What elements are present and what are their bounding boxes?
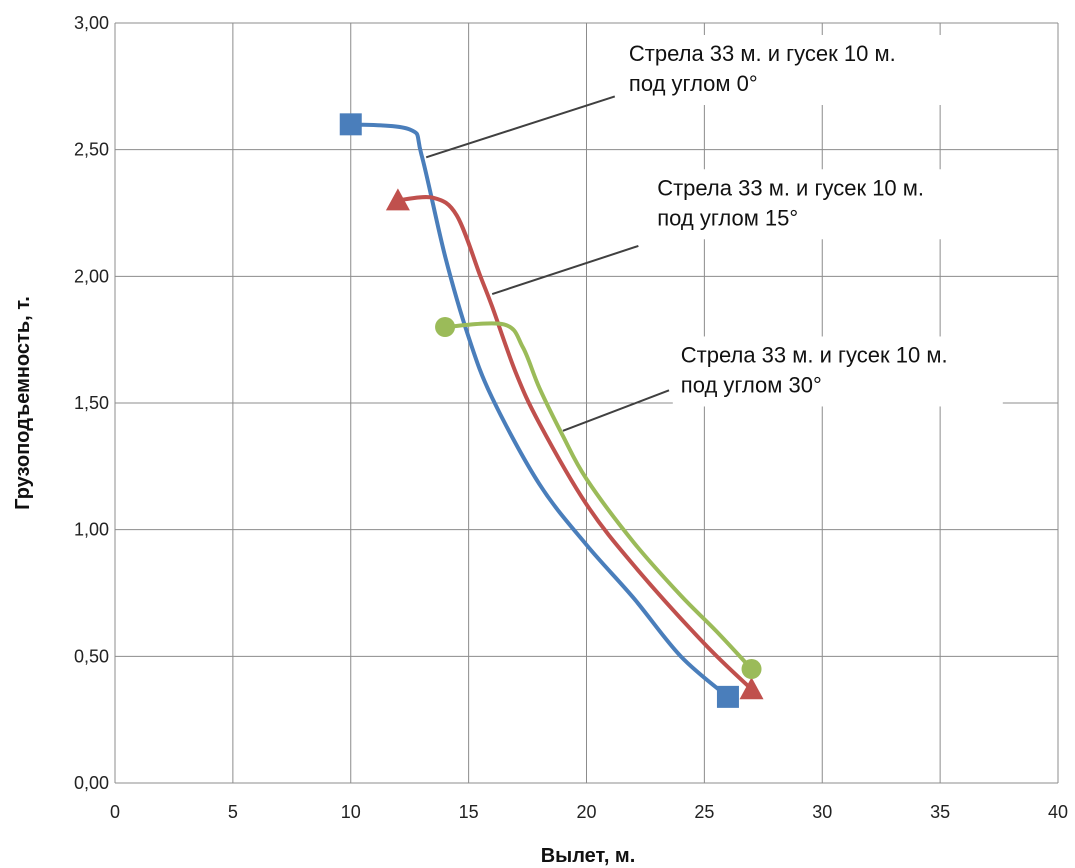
y-tick-labels: 0,00 0,50 1,00 1,50 2,00 2,50 3,00	[74, 13, 109, 793]
series-1-end-marker	[739, 677, 764, 700]
annotation-text-line: Стрела 33 м. и гусек 10 м.	[629, 41, 896, 66]
y-tick-label: 2,00	[74, 266, 109, 286]
x-tick-label: 10	[341, 802, 361, 822]
series-2-end-marker	[741, 659, 762, 679]
x-tick-label: 5	[228, 802, 238, 822]
x-tick-label: 0	[110, 802, 120, 822]
x-tick-label: 15	[459, 802, 479, 822]
annotation-box	[649, 169, 980, 240]
annotation-box	[672, 336, 1003, 407]
annotation-text-line: под углом 0°	[629, 71, 758, 96]
series-line-2	[443, 321, 754, 671]
annotations: Стрела 33 м. и гусек 10 м.под углом 0°Ст…	[425, 35, 1003, 432]
annotation-text-line: под углом 15°	[657, 205, 798, 230]
series-1	[385, 188, 764, 700]
annotation-text-line: под углом 30°	[681, 372, 822, 397]
annotation-leader-line	[491, 244, 639, 296]
annotation-0: Стрела 33 м. и гусек 10 м. под углом 0°	[425, 35, 951, 159]
annotation-box	[620, 35, 951, 105]
x-tick-label: 25	[694, 802, 714, 822]
x-tick-label: 35	[930, 802, 950, 822]
series-0-start-marker	[339, 113, 362, 136]
y-tick-label: 1,00	[74, 520, 109, 540]
y-tick-label: 3,00	[74, 13, 109, 33]
x-tick-labels: 0 5 10 15 20 25 30 35 40	[110, 802, 1068, 822]
x-tick-label: 30	[812, 802, 832, 822]
series-line-1	[395, 195, 754, 692]
annotation-text-line: Стрела 33 м. и гусек 10 м.	[657, 175, 924, 200]
series-line-0	[348, 122, 730, 699]
y-tick-label: 1,50	[74, 393, 109, 413]
series-0	[339, 113, 739, 708]
y-tick-label: 2,50	[74, 140, 109, 160]
annotation-2: Стрела 33 м. и гусек 10 м. под углом 30°	[562, 336, 1003, 432]
y-tick-label: 0,50	[74, 646, 109, 666]
x-axis-title: Вылет, м.	[541, 845, 636, 867]
series-2-start-marker	[435, 317, 456, 337]
y-axis-title: Грузоподъемность, т.	[12, 296, 34, 510]
series-layer	[339, 113, 764, 708]
x-tick-label: 20	[576, 802, 596, 822]
series-1-start-marker	[385, 188, 410, 211]
y-tick-label: 0,00	[74, 773, 109, 793]
annotation-text-line: Стрела 33 м. и гусек 10 м.	[681, 342, 948, 367]
series-2	[435, 317, 762, 679]
annotation-leader-line	[425, 95, 616, 159]
annotation-leader-line	[562, 389, 670, 432]
series-0-end-marker	[716, 685, 739, 708]
annotation-1: Стрела 33 м. и гусек 10 м. под углом 15°	[491, 169, 980, 296]
x-tick-label: 40	[1048, 802, 1068, 822]
